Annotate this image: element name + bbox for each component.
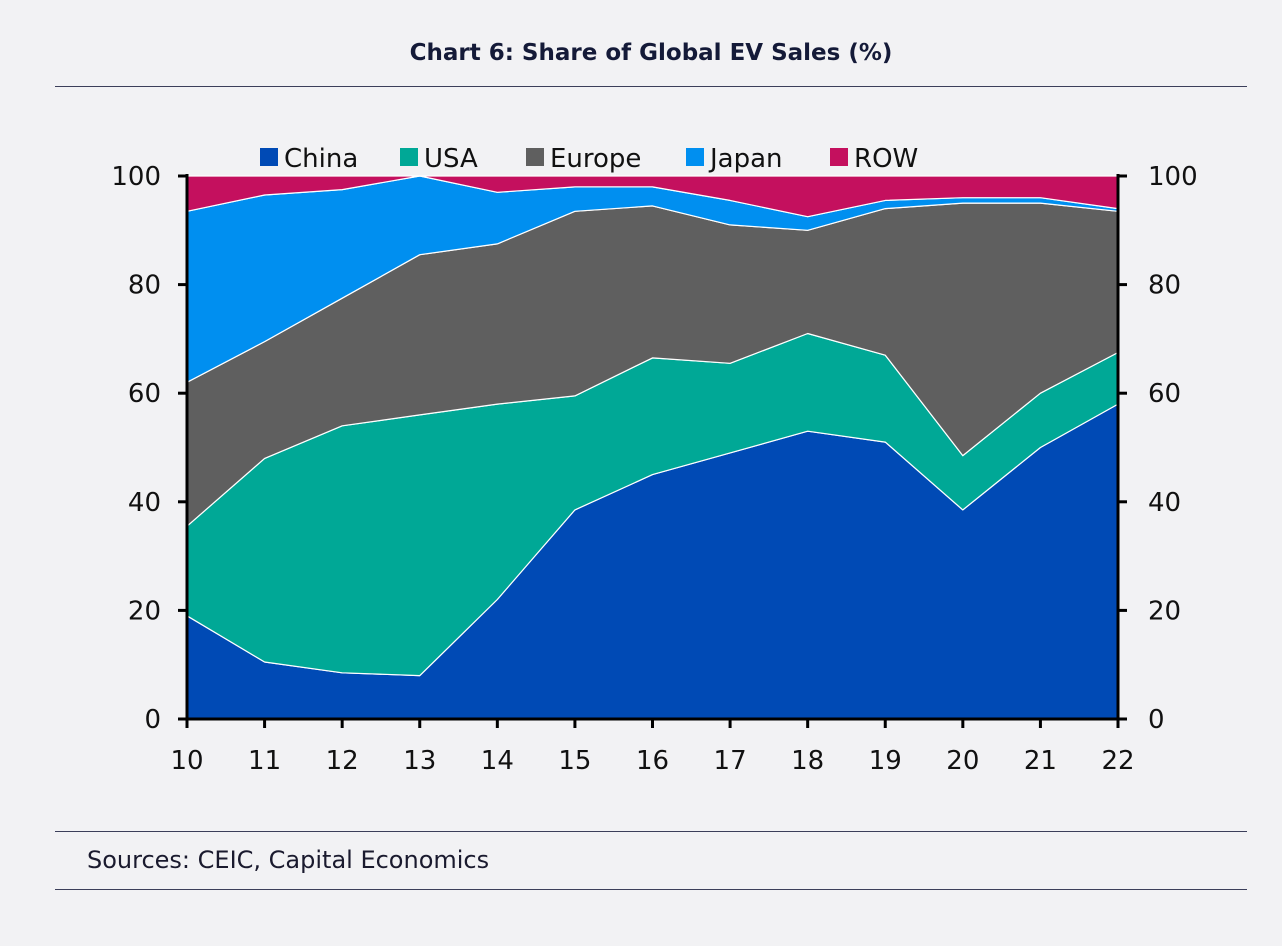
legend-label-usa: USA xyxy=(424,144,478,174)
chart-title: Chart 6: Share of Global EV Sales (%) xyxy=(409,40,893,66)
y-tick-label-right: 80 xyxy=(1148,271,1181,301)
legend-swatch-china xyxy=(260,148,278,166)
y-tick-label-left: 0 xyxy=(144,705,161,735)
y-tick-label-right: 40 xyxy=(1148,488,1181,518)
legend: China USA Europe Japan ROW xyxy=(260,144,918,174)
legend-swatch-japan xyxy=(686,148,704,166)
legend-label-china: China xyxy=(284,144,358,174)
legend-label-europe: Europe xyxy=(550,144,641,174)
x-tick-label: 11 xyxy=(248,746,281,776)
area-series-group xyxy=(186,175,1119,720)
y-tick-label-left: 60 xyxy=(128,379,161,409)
axes-group: 0 20 40 60 80 100 0 20 40 60 80 100 10 11 12 13 14 15 16 17… xyxy=(111,162,1197,776)
x-tick-label: 19 xyxy=(869,746,902,776)
legend-swatch-europe xyxy=(526,148,544,166)
middle-divider xyxy=(55,831,1247,832)
legend-swatch-usa xyxy=(400,148,418,166)
y-tick-label-right: 20 xyxy=(1148,596,1181,626)
x-tick-label: 13 xyxy=(403,746,436,776)
bottom-divider xyxy=(55,889,1247,890)
x-tick-label: 20 xyxy=(946,746,979,776)
legend-swatch-row xyxy=(830,148,848,166)
y-tick-label-right: 100 xyxy=(1148,162,1198,192)
legend-label-japan: Japan xyxy=(708,144,783,174)
y-tick-label-left: 40 xyxy=(128,488,161,518)
y-tick-label-right: 60 xyxy=(1148,379,1181,409)
top-divider xyxy=(55,86,1247,87)
y-tick-label-left: 20 xyxy=(128,596,161,626)
x-tick-label: 22 xyxy=(1101,746,1134,776)
x-tick-label: 16 xyxy=(636,746,669,776)
x-tick-label: 12 xyxy=(326,746,359,776)
y-tick-label-left: 80 xyxy=(128,271,161,301)
y-tick-label-left: 100 xyxy=(111,162,161,192)
x-tick-label: 18 xyxy=(791,746,824,776)
x-tick-label: 10 xyxy=(170,746,203,776)
y-tick-label-right: 0 xyxy=(1148,705,1165,735)
x-tick-label: 21 xyxy=(1024,746,1057,776)
x-tick-label: 17 xyxy=(714,746,747,776)
source-note: Sources: CEIC, Capital Economics xyxy=(87,846,490,874)
x-tick-label: 14 xyxy=(481,746,514,776)
legend-label-row: ROW xyxy=(854,144,918,174)
x-tick-label: 15 xyxy=(558,746,591,776)
